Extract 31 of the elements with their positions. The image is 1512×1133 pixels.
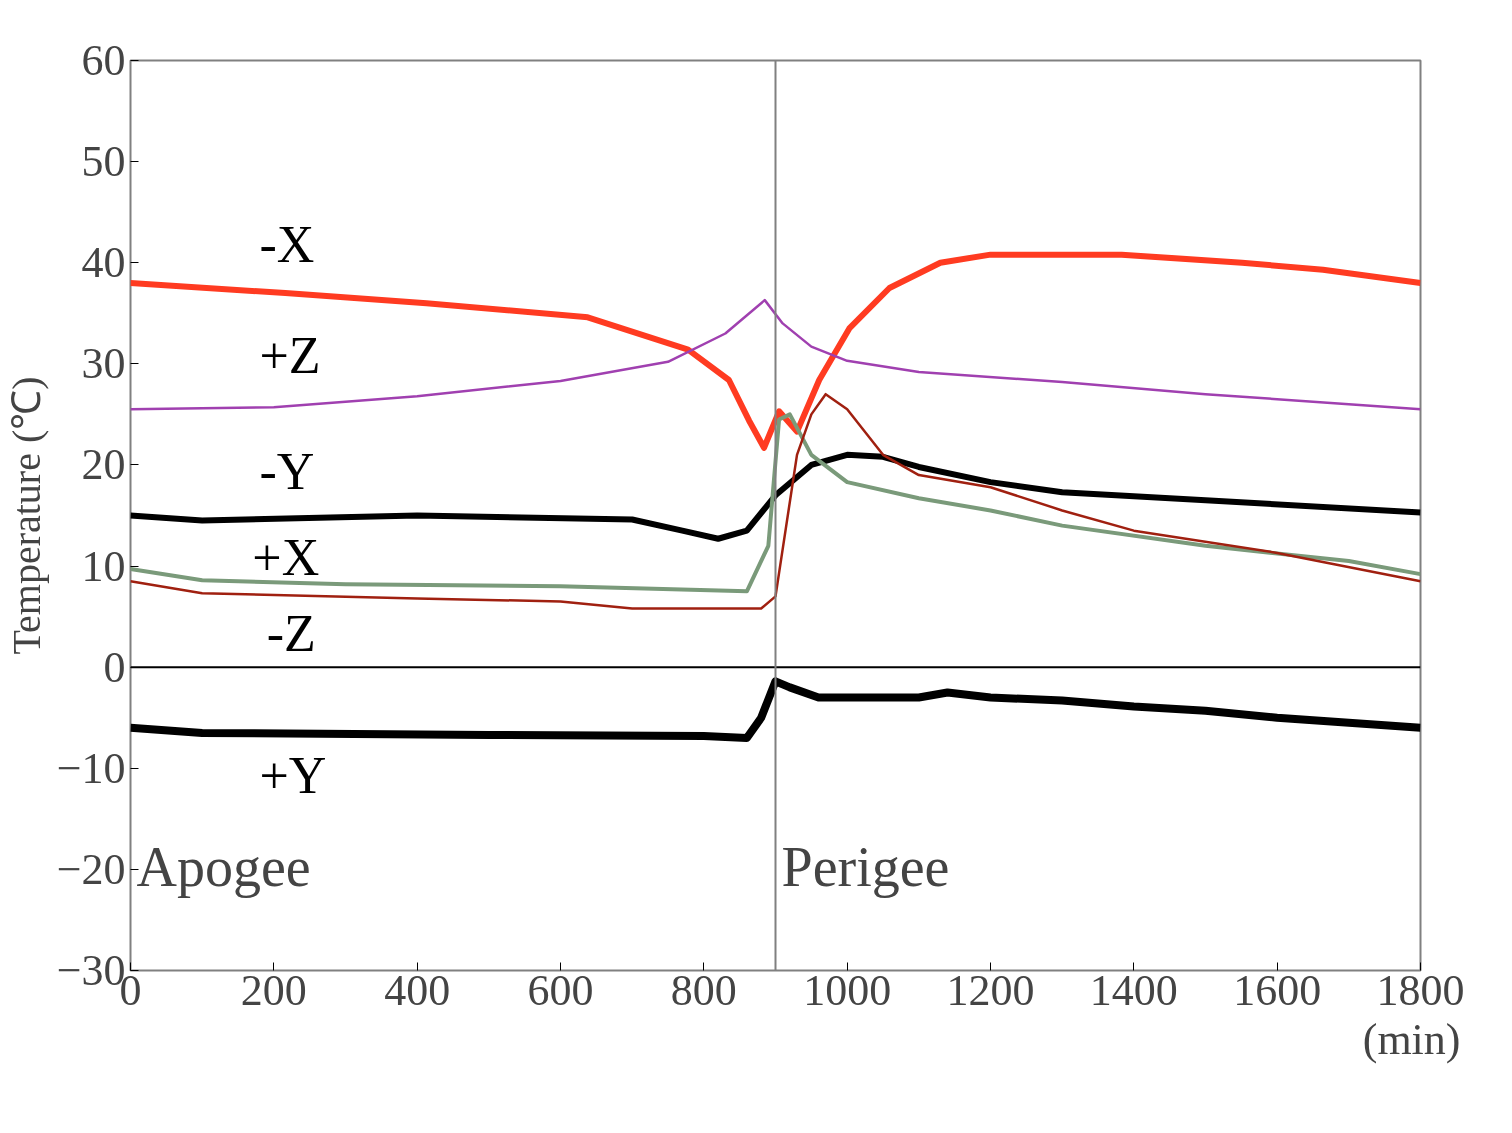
- series-label: -X: [259, 215, 315, 273]
- series-label: +Y: [259, 746, 327, 804]
- y-tick-label: 60: [81, 36, 126, 85]
- line-series: [130, 412, 1421, 594]
- series-label: +X: [252, 529, 320, 587]
- y-tick-label: 0: [103, 642, 126, 692]
- series-label: -Z: [266, 605, 316, 663]
- x-tick-label: 1800: [1376, 965, 1465, 1015]
- x-axis-title: (min): [1362, 1014, 1461, 1064]
- x-tick-label: 1400: [1089, 965, 1178, 1015]
- y-tick-label: 30: [81, 339, 126, 389]
- y-tick-label: 40: [81, 238, 126, 288]
- y-tick-label: −10: [56, 743, 126, 793]
- y-tick-label: −20: [56, 844, 126, 894]
- x-tick-label: 400: [384, 965, 451, 1015]
- x-tick-label: 1600: [1233, 965, 1322, 1015]
- annotation: Perigee: [781, 835, 950, 898]
- y-tick-label: 20: [81, 440, 126, 490]
- x-tick-label: 1000: [803, 965, 892, 1015]
- x-tick-label: 1200: [946, 965, 1035, 1015]
- x-tick-label: 800: [670, 965, 737, 1015]
- x-tick-label: 600: [527, 965, 594, 1015]
- y-tick-label: 10: [81, 541, 126, 591]
- line-series: [130, 392, 1421, 610]
- series-label: +Z: [259, 327, 321, 385]
- line-series: [130, 298, 1421, 411]
- x-tick-label: 200: [240, 965, 307, 1015]
- y-tick-label: 50: [81, 137, 126, 187]
- y-axis-title: Temperature (℃): [3, 376, 49, 655]
- annotation: Apogee: [136, 835, 311, 898]
- series-label: -Y: [259, 443, 315, 501]
